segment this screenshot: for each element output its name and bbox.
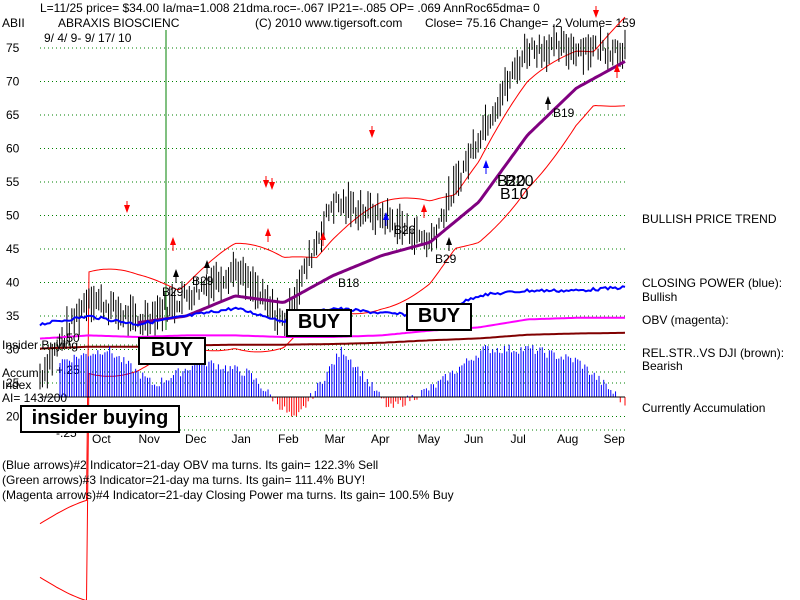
upper-band [39, 16, 626, 525]
rel-strength-line [39, 331, 626, 350]
price-tick-label: 25 [6, 376, 20, 390]
month-axis: Oct Nov Dec Jan Feb Mar Apr May Jun Jul Aug Sep [92, 432, 625, 446]
month-label: Nov [139, 432, 160, 446]
down-arrow-icon [263, 180, 269, 188]
footer-line1: (Blue arrows)#2 Indicator=21-day OBV ma … [2, 458, 379, 472]
signal-label: B20 [505, 173, 534, 190]
signal-label: B20 [497, 173, 526, 190]
quote: Close= 75.16 Change= .2 Volume= 159 [425, 16, 636, 30]
obv-label: OBV (magenta): [642, 313, 729, 327]
index-label: Index [2, 378, 31, 392]
price-tick-label: 45 [6, 242, 20, 256]
down-arrow-icon [124, 205, 130, 213]
month-label: Aug [557, 432, 578, 446]
up-arrow-icon [170, 237, 176, 245]
up-arrow-icon [265, 228, 271, 236]
accum-label: Accum [2, 366, 39, 380]
cp-value: Bullish [642, 290, 677, 304]
accum-histogram [40, 344, 626, 417]
buy-callout-1: BUY [286, 309, 352, 337]
insider-buying-callout: insider buying [20, 405, 180, 433]
moving-average-line [137, 60, 626, 325]
down-arrow-icon [269, 182, 275, 190]
buy-callout-3: BUY [138, 337, 206, 365]
up-arrow-icon [320, 232, 326, 240]
up-arrow-icon [421, 204, 427, 212]
month-label: Oct [92, 432, 111, 446]
signal-label: B10 [500, 186, 529, 203]
month-label: Jun [464, 432, 483, 446]
cp-label: CLOSING POWER (blue): [642, 276, 782, 290]
month-label: Mar [325, 432, 346, 446]
price-tick-label: 75 [6, 41, 20, 55]
month-label: Jan [232, 432, 251, 446]
insider-buying-label: Insider Buying [2, 338, 78, 352]
signal-label: B18 [338, 276, 360, 290]
month-label: May [418, 432, 441, 446]
obv-line [39, 316, 625, 340]
ticker: ABII [2, 16, 25, 30]
rs-value: Bearish [642, 359, 683, 373]
indicator-lines [39, 60, 626, 350]
up-arrow-icon [483, 160, 489, 168]
accum-plus50: +.50 [56, 331, 80, 345]
price-tick-label: 20 [6, 410, 20, 424]
signal-label: B29 [435, 252, 457, 266]
signal-label: B26 [394, 223, 416, 237]
price-bars [39, 24, 626, 390]
signal-arrows [124, 6, 620, 283]
month-label: Feb [278, 432, 299, 446]
signal-label: B29 [162, 285, 184, 299]
price-tick-label: 60 [6, 142, 20, 156]
price-tick-label: 35 [6, 309, 20, 323]
buy-callout-2: BUY [406, 303, 472, 331]
company-name: ABRAXIS BIOSCIENC [58, 16, 180, 30]
trend-label: BULLISH PRICE TREND [642, 212, 777, 226]
rs-label: REL.STR..VS DJI (brown): [642, 346, 784, 360]
price-tick-label: 30 [6, 343, 20, 357]
accum-status: Currently Accumulation [642, 401, 765, 415]
up-arrow-icon [614, 64, 620, 72]
closing-power-line [39, 285, 626, 327]
month-label: Jul [511, 432, 526, 446]
date-range: 9/ 4/ 9- 9/ 17/ 10 [44, 31, 132, 45]
up-arrow-icon [446, 237, 452, 245]
price-tick-label: 50 [6, 209, 20, 223]
footer-line3: (Magenta arrows)#4 Indicator=21-day Clos… [2, 488, 454, 502]
month-label: Dec [185, 432, 206, 446]
signal-label: B29 [192, 274, 214, 288]
month-label: Apr [371, 432, 390, 446]
down-arrow-icon [369, 130, 375, 138]
price-tick-label: 55 [6, 175, 20, 189]
up-arrow-icon [545, 96, 551, 104]
month-label: Sep [604, 432, 626, 446]
up-arrow-icon [383, 212, 389, 220]
ai-label: AI= 143/200 [2, 391, 67, 405]
price-tick-label: 40 [6, 276, 20, 290]
signal-label: B19 [553, 106, 575, 120]
footer-line2: (Green arrows)#3 Indicator=21-day ma tur… [2, 473, 366, 487]
price-axis: 75 70 65 60 55 50 45 40 35 30 25 20 [6, 41, 20, 424]
header-line1: L=11/25 price= $34.00 Ia/ma=1.008 21dma.… [40, 1, 540, 15]
down-arrow-icon [593, 10, 599, 18]
up-arrow-icon [204, 260, 210, 268]
price-tick-label: 70 [6, 75, 20, 89]
copyright: (C) 2010 www.tigersoft.com [255, 16, 402, 30]
up-arrow-icon [173, 269, 179, 277]
price-tick-label: 65 [6, 108, 20, 122]
